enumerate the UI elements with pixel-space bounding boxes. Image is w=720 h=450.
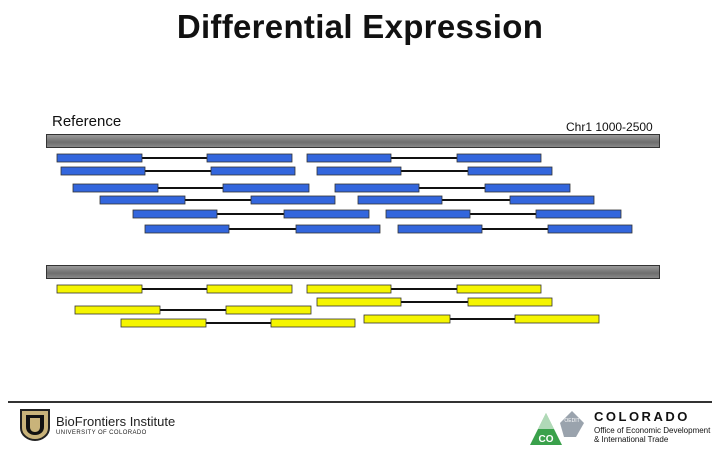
region-label: Chr1 1000-2500 xyxy=(566,120,653,134)
reference-read-pair xyxy=(132,209,370,219)
oedit-name: Office of Economic Development & Interna… xyxy=(594,426,711,444)
reference-read-pair xyxy=(306,153,542,163)
svg-text:OEDIT: OEDIT xyxy=(564,418,579,424)
sample-read-pair xyxy=(363,314,600,324)
colorado-wordmark: COLORADO xyxy=(594,409,690,424)
reference-read xyxy=(316,166,402,176)
bfi-name: BioFrontiers Institute xyxy=(56,414,176,429)
sample-read xyxy=(270,318,356,328)
sample-read-pair xyxy=(74,305,312,315)
reference-read xyxy=(210,166,296,176)
reference-read xyxy=(132,209,218,219)
reference-read xyxy=(250,195,336,205)
oedit-logo-icon: CO OEDIT xyxy=(530,411,584,445)
reference-read-pair xyxy=(99,195,336,205)
reference-label: Reference xyxy=(52,113,122,130)
sample-read xyxy=(467,297,553,307)
reference-read-pair xyxy=(334,183,571,193)
reference-read xyxy=(222,183,310,193)
bfi-subtitle: UNIVERSITY OF COLORADO xyxy=(56,430,147,436)
reference-read xyxy=(295,224,381,234)
reference-read-pair xyxy=(60,166,296,176)
sample-read xyxy=(306,284,392,294)
slide-title: Differential Expression xyxy=(176,8,544,45)
sample-read-pair xyxy=(316,297,553,307)
sample-read xyxy=(225,305,312,315)
read-alignments xyxy=(56,153,633,328)
sample-read xyxy=(316,297,402,307)
reference-read xyxy=(306,153,392,163)
reference-read xyxy=(509,195,595,205)
reference-chromosome-bar xyxy=(46,134,660,148)
sample-read xyxy=(456,284,542,294)
sample-read xyxy=(514,314,600,324)
reference-read xyxy=(484,183,571,193)
footer-divider xyxy=(8,401,712,403)
reference-read xyxy=(72,183,159,193)
sample-read xyxy=(120,318,207,328)
reference-read xyxy=(547,224,633,234)
reference-read xyxy=(144,224,230,234)
reference-read-pair xyxy=(56,153,293,163)
svg-text:CO: CO xyxy=(539,434,554,445)
reference-read xyxy=(456,153,542,163)
sample-read xyxy=(363,314,451,324)
reference-read-pair xyxy=(385,209,622,219)
sample-read xyxy=(74,305,161,315)
reference-read xyxy=(56,153,143,163)
reference-read-pair xyxy=(144,224,381,234)
cu-logo-icon xyxy=(20,409,50,442)
reference-read xyxy=(467,166,553,176)
reference-read xyxy=(334,183,420,193)
reference-read xyxy=(60,166,146,176)
reference-read xyxy=(397,224,483,234)
sample-read xyxy=(56,284,143,294)
sample-chromosome-bar xyxy=(46,265,660,279)
reference-read xyxy=(385,209,471,219)
reference-read-pair xyxy=(72,183,310,193)
reference-read xyxy=(206,153,293,163)
reference-read xyxy=(535,209,622,219)
reference-read-pair xyxy=(316,166,553,176)
sample-read-pair xyxy=(56,284,293,294)
reference-read xyxy=(283,209,370,219)
sample-read-pair xyxy=(120,318,356,328)
sample-read-pair xyxy=(306,284,542,294)
reference-read xyxy=(99,195,186,205)
sample-read xyxy=(206,284,293,294)
reference-read-pair xyxy=(397,224,633,234)
reference-read xyxy=(357,195,443,205)
reference-read-pair xyxy=(357,195,595,205)
